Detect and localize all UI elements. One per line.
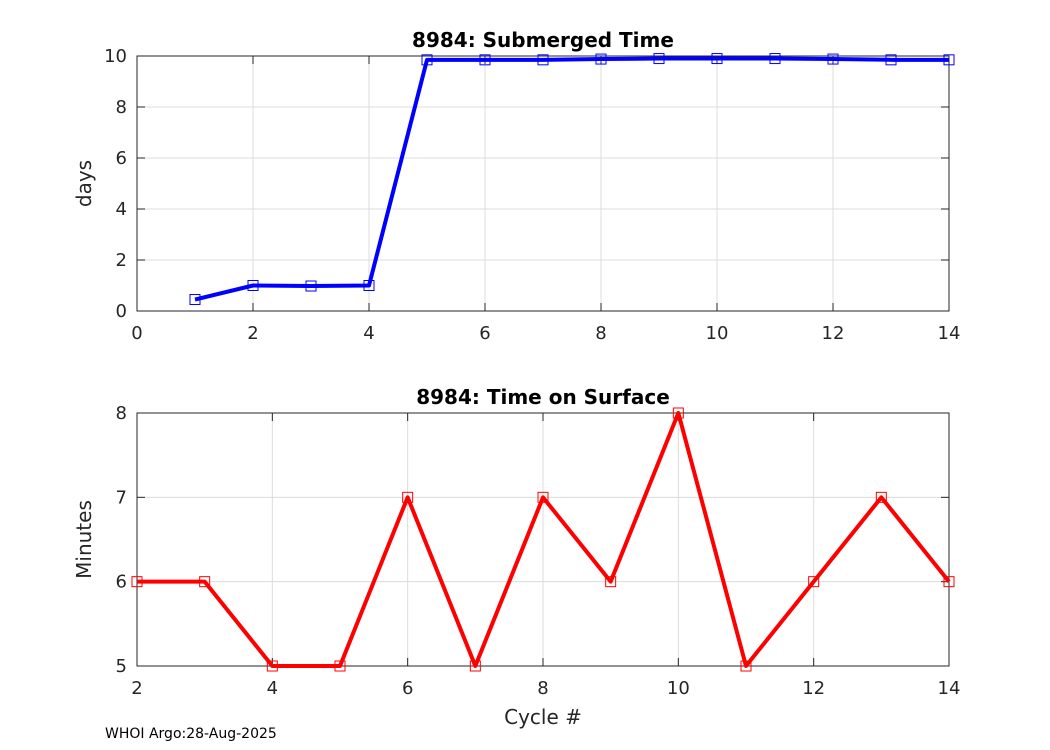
series-line — [194, 56, 949, 302]
data-point — [189, 294, 201, 306]
y-tick-label: 4 — [116, 199, 127, 220]
chart-title: 8984: Submerged Time — [412, 28, 674, 52]
data-point — [247, 280, 259, 291]
y-tick-label: 8 — [116, 97, 127, 118]
x-tick-label: 0 — [131, 323, 142, 344]
x-tick-label: 14 — [938, 323, 961, 344]
data-point — [402, 491, 414, 503]
data-point — [740, 660, 752, 672]
y-tick-label: 5 — [116, 656, 127, 677]
x-tick-label: 4 — [267, 678, 278, 699]
data-point — [672, 407, 684, 419]
data-point — [605, 576, 617, 588]
footer-note: WHOI Argo:28-Aug-2025 — [105, 726, 277, 742]
data-point — [769, 53, 781, 65]
x-tick-label: 14 — [938, 678, 961, 699]
x-tick-label: 2 — [247, 323, 258, 344]
data-point — [537, 491, 549, 503]
chart-1: 0 2 4 6 8 10 12 14 0 2 4 6 8 10 8984: Submerged Time da… — [72, 28, 960, 344]
data-point — [943, 54, 955, 66]
x-tick-label: 6 — [479, 323, 490, 344]
y-tick-label: 7 — [116, 487, 127, 508]
chart-2: 2 4 6 8 10 12 14 5 6 7 8 8984: Time on Surface Minut… — [72, 385, 960, 729]
data-point — [885, 54, 897, 66]
x-tick-label: 2 — [131, 678, 142, 699]
chart-title: 8984: Time on Surface — [416, 385, 670, 409]
x-tick-label: 6 — [402, 678, 413, 699]
y-tick-label: 2 — [116, 250, 127, 271]
y-tick-label: 6 — [116, 148, 127, 169]
plot-area — [137, 56, 949, 311]
data-point — [653, 53, 665, 65]
x-tick-label: 12 — [802, 678, 825, 699]
x-tick-label: 10 — [706, 323, 729, 344]
data-point — [943, 576, 955, 588]
data-point — [421, 54, 433, 66]
axes-box — [136, 412, 950, 667]
x-tick-label: 12 — [822, 323, 845, 344]
data-point — [363, 280, 375, 291]
data-point — [827, 53, 839, 65]
y-tick-label: 8 — [116, 403, 127, 424]
data-point — [595, 53, 607, 65]
x-tick-label: 8 — [595, 323, 606, 344]
data-point — [266, 660, 278, 672]
x-tick-label: 4 — [363, 323, 374, 344]
y-axis-label: Minutes — [72, 500, 96, 579]
x-axis-label: Cycle # — [504, 705, 582, 729]
y-tick-label: 6 — [116, 572, 127, 593]
axes-box — [136, 55, 950, 312]
x-tick-label: 10 — [667, 678, 690, 699]
y-axis-label: days — [72, 160, 96, 207]
series-line — [137, 411, 951, 668]
y-tick-label: 0 — [116, 301, 127, 322]
data-point — [469, 660, 481, 672]
data-point — [875, 491, 887, 503]
data-point — [334, 660, 346, 672]
x-tick-label: 8 — [537, 678, 548, 699]
data-point — [537, 54, 549, 66]
data-point — [305, 280, 317, 292]
data-point — [199, 576, 211, 588]
data-point — [479, 54, 491, 66]
data-point — [711, 53, 723, 65]
data-point — [808, 576, 820, 588]
data-point — [131, 576, 143, 588]
y-tick-label: 10 — [104, 46, 127, 67]
